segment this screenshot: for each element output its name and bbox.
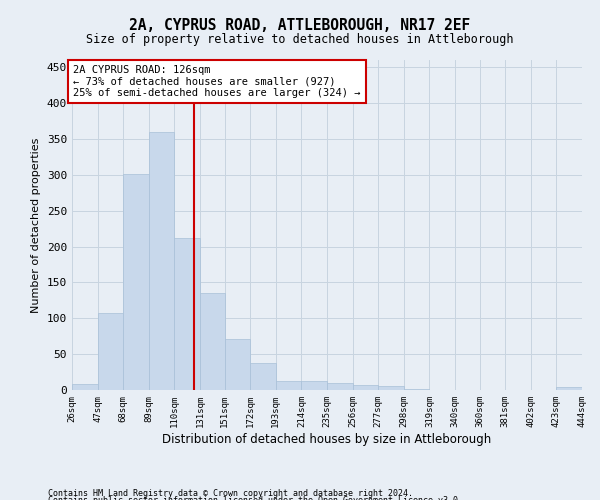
- Bar: [200, 293, 224, 390]
- Bar: [327, 383, 353, 390]
- Bar: [123, 174, 149, 390]
- Bar: [149, 132, 175, 390]
- Bar: [224, 339, 250, 390]
- Text: 2A CYPRUS ROAD: 126sqm
← 73% of detached houses are smaller (927)
25% of semi-de: 2A CYPRUS ROAD: 126sqm ← 73% of detached…: [73, 65, 361, 98]
- Bar: [556, 387, 582, 390]
- Bar: [378, 386, 404, 390]
- Bar: [276, 380, 301, 390]
- Y-axis label: Number of detached properties: Number of detached properties: [31, 138, 41, 312]
- Text: 2A, CYPRUS ROAD, ATTLEBOROUGH, NR17 2EF: 2A, CYPRUS ROAD, ATTLEBOROUGH, NR17 2EF: [130, 18, 470, 32]
- Bar: [250, 362, 276, 390]
- Text: Contains HM Land Registry data © Crown copyright and database right 2024.: Contains HM Land Registry data © Crown c…: [48, 488, 413, 498]
- Bar: [353, 385, 378, 390]
- Bar: [175, 238, 200, 390]
- Bar: [98, 313, 123, 390]
- Bar: [301, 382, 327, 390]
- X-axis label: Distribution of detached houses by size in Attleborough: Distribution of detached houses by size …: [163, 432, 491, 446]
- Bar: [72, 384, 98, 390]
- Text: Size of property relative to detached houses in Attleborough: Size of property relative to detached ho…: [86, 32, 514, 46]
- Text: Contains public sector information licensed under the Open Government Licence v3: Contains public sector information licen…: [48, 496, 463, 500]
